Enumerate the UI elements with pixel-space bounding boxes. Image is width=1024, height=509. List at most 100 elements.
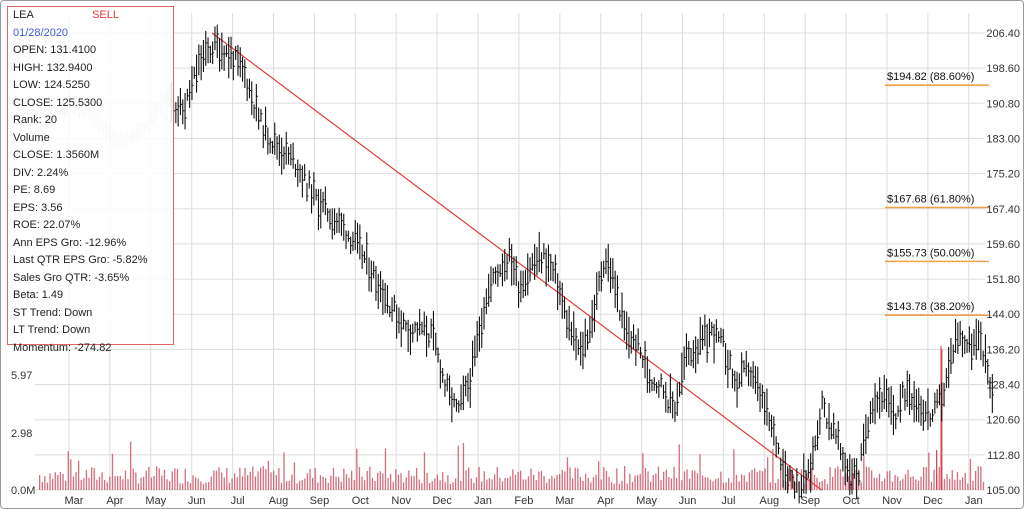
volume-bar: [267, 460, 270, 490]
volume-bar: [85, 470, 88, 490]
volume-bar: [696, 473, 699, 490]
volume-bar: [426, 472, 428, 490]
price-tick-label: 112.80: [987, 450, 1020, 462]
volume-bar: [67, 451, 69, 490]
volume-bar: [751, 469, 753, 490]
volume-bar: [868, 467, 870, 490]
volume-bar: [421, 483, 423, 490]
volume-bar: [598, 461, 600, 490]
volume-bar: [569, 467, 571, 490]
volume-bar: [408, 470, 410, 490]
volume-bar: [377, 472, 379, 490]
month-tick-label: May: [636, 495, 657, 507]
volume-bar: [254, 476, 257, 490]
volume-bar: [403, 482, 405, 490]
volume-bar: [470, 478, 472, 490]
price-tick-label: 198.60: [986, 63, 1020, 75]
volume-bar: [889, 470, 891, 490]
volume-bar: [361, 476, 363, 490]
price-tick-label: 105.00: [986, 485, 1020, 497]
volume-bar: [624, 466, 626, 490]
volume-bar: [865, 466, 868, 490]
volume-bar: [631, 481, 634, 490]
volume-bar: [260, 467, 262, 490]
volume-bar: [234, 473, 236, 490]
volume-bar: [457, 445, 459, 490]
volume-bar: [257, 471, 259, 490]
volume-bar: [686, 469, 688, 490]
info-line: Beta: 1.49: [13, 289, 64, 301]
volume-bar: [928, 452, 930, 490]
fib-label: $194.82 (88.60%): [887, 71, 974, 83]
volume-bar: [704, 477, 706, 490]
volume-bar: [49, 473, 51, 490]
volume-bar: [335, 476, 337, 490]
volume-bar: [41, 481, 43, 490]
volume-bar: [431, 481, 433, 490]
volume-bar: [387, 477, 389, 490]
volume-bar: [548, 478, 550, 490]
volume-bar: [98, 476, 101, 490]
price-tick-label: 183.00: [986, 133, 1020, 145]
volume-bar: [943, 478, 946, 490]
volume-bar: [200, 481, 202, 490]
volume-bar: [195, 477, 197, 490]
volume-bar: [707, 477, 709, 490]
volume-bar: [273, 470, 275, 490]
volume-bar: [423, 452, 426, 490]
volume-bar: [743, 475, 745, 490]
volume-bar: [626, 483, 628, 490]
volume-bar: [364, 480, 366, 490]
volume-bar: [556, 475, 558, 490]
month-tick-label: Jun: [188, 495, 206, 507]
volume-spike-bar: [936, 450, 938, 490]
volume-bar: [881, 481, 883, 490]
volume-bar: [886, 471, 888, 490]
info-line: EPS: 3.56: [13, 201, 63, 214]
volume-bar: [509, 476, 511, 490]
month-tick-label: Apr: [597, 495, 614, 507]
volume-bar: [559, 474, 561, 490]
volume-bar: [860, 482, 862, 490]
volume-bar: [621, 480, 623, 490]
volume-bar: [481, 481, 483, 490]
volume-bar: [312, 477, 314, 490]
volume-bar: [75, 471, 77, 490]
volume-bar: [449, 483, 452, 490]
volume-bar: [499, 477, 501, 490]
volume-bar: [156, 466, 158, 490]
volume-bar: [850, 480, 852, 490]
volume-bar: [816, 477, 818, 490]
month-tick-label: Jul: [231, 495, 245, 507]
volume-bar: [811, 467, 813, 490]
volume-bars: [39, 349, 985, 490]
volume-bar: [182, 483, 184, 490]
trend-line-segment: [211, 32, 822, 491]
volume-bar: [319, 475, 322, 490]
volume-bar: [777, 478, 779, 490]
volume-bar: [496, 467, 498, 490]
month-tick-label: Jun: [679, 495, 697, 507]
volume-bar: [741, 474, 743, 490]
volume-bar: [946, 474, 948, 490]
month-tick-label: Nov: [882, 495, 902, 507]
volume-bar: [652, 474, 654, 490]
volume-bar: [969, 458, 972, 490]
month-tick-label: Aug: [760, 495, 780, 507]
volume-bar: [912, 476, 914, 490]
volume-bar: [135, 472, 137, 490]
month-tick-label: Mar: [555, 495, 574, 507]
volume-bar: [566, 457, 569, 490]
month-tick-label: Dec: [923, 495, 943, 507]
volume-bar: [486, 479, 488, 490]
volume-bar: [709, 479, 712, 490]
volume-bar: [683, 471, 686, 490]
volume-bar: [202, 483, 205, 490]
volume-bar: [772, 448, 774, 490]
volume-bar: [982, 481, 985, 490]
volume-bar: [977, 466, 979, 490]
volume-bar: [522, 479, 524, 490]
volume-bar: [208, 482, 210, 490]
volume-bar: [413, 476, 415, 490]
volume-bar: [405, 477, 407, 490]
